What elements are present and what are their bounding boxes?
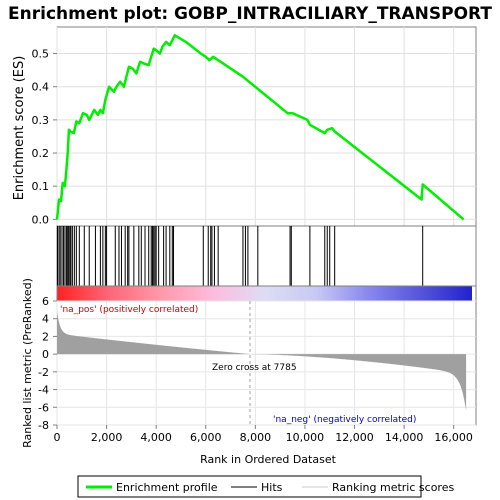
x-tick-label: 10,000 xyxy=(286,431,325,444)
x-axis-ticks: 0 2,000 4,000 6,000 8,000 10,000 12,000 14,000 1… xyxy=(54,425,473,444)
legend-hits-label: Hits xyxy=(261,481,283,494)
x-tick-label: 12,000 xyxy=(335,431,374,444)
legend-enrichment-profile-label: Enrichment profile xyxy=(116,481,218,494)
x-axis-label: Rank in Ordered Dataset xyxy=(200,453,337,466)
x-tick-label: 0 xyxy=(54,431,61,444)
x-tick-label: 2,000 xyxy=(91,431,123,444)
es-y-tick-label: 0.0 xyxy=(32,213,50,226)
metric-grid xyxy=(56,300,476,426)
x-tick-label: 14,000 xyxy=(385,431,424,444)
enrichment-profile-line xyxy=(55,34,465,221)
negative-correlation-label: 'na_neg' (negatively correlated) xyxy=(273,415,416,425)
hits-panel-frame xyxy=(56,225,477,287)
metric-y-tick-label: 4 xyxy=(42,313,49,326)
legend-ranking-metric-label: Ranking metric scores xyxy=(332,481,454,494)
es-grid xyxy=(56,27,476,226)
metric-y-tick-label: -4 xyxy=(38,384,49,397)
metric-y-tick-label: 0 xyxy=(42,348,49,361)
metric-y-tick-label: -2 xyxy=(38,366,49,379)
es-y-tick-label: 0.5 xyxy=(32,48,50,61)
es-y-axis-label: Enrichment score (ES) xyxy=(12,56,27,201)
ranking-color-bar xyxy=(57,286,472,301)
es-panel-frame xyxy=(56,26,477,227)
metric-y-ticks: -8 -6 -4 -2 0 2 4 6 xyxy=(38,295,57,432)
es-y-tick-label: 0.1 xyxy=(32,180,50,193)
chart-title: Enrichment plot: GOBP_INTRACILIARY_TRANS… xyxy=(8,4,492,24)
x-tick-label: 16,000 xyxy=(434,431,473,444)
positive-correlation-label: 'na_pos' (positively correlated) xyxy=(60,305,198,315)
metric-y-tick-label: 2 xyxy=(42,330,49,343)
x-tick-label: 8,000 xyxy=(240,431,272,444)
es-y-ticks: 0.0 0.1 0.2 0.3 0.4 0.5 xyxy=(32,48,57,226)
es-y-tick-label: 0.3 xyxy=(32,114,50,127)
metric-y-tick-label: -8 xyxy=(38,419,49,432)
metric-y-tick-label: -6 xyxy=(38,401,49,414)
x-tick-label: 6,000 xyxy=(190,431,222,444)
es-y-tick-label: 0.2 xyxy=(32,147,50,160)
metric-y-tick-label: 6 xyxy=(42,295,49,308)
zero-cross-label: Zero cross at 7785 xyxy=(212,363,297,373)
hits-lines xyxy=(56,226,424,286)
metric-y-axis-label: Ranked list metric (PreRanked) xyxy=(21,278,34,448)
ranking-metric-area xyxy=(57,310,467,411)
x-tick-label: 4,000 xyxy=(140,431,172,444)
es-y-tick-label: 0.4 xyxy=(32,81,50,94)
